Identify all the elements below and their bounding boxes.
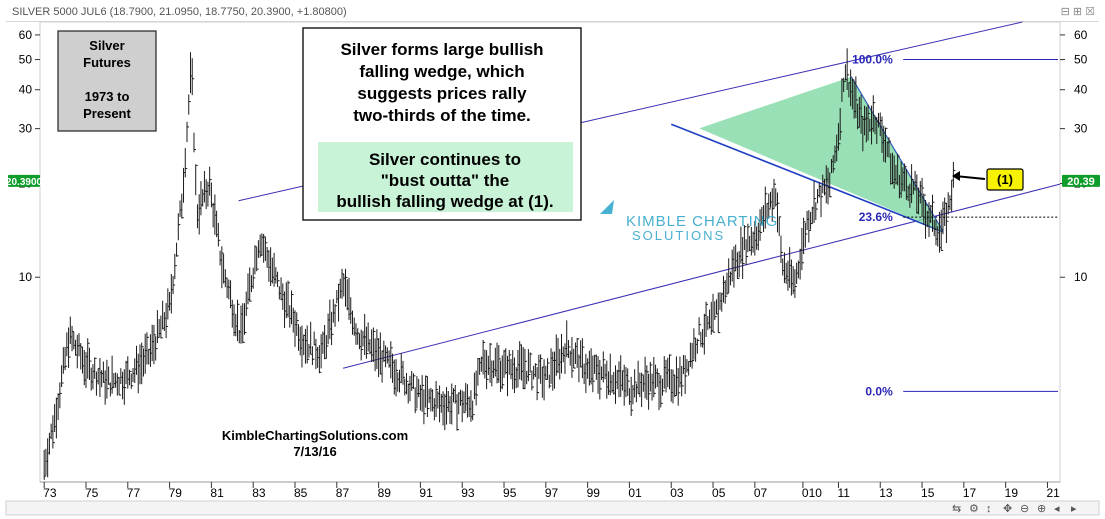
bottom-scrollbar[interactable] — [5, 500, 1100, 516]
x-tick-label: 85 — [294, 486, 308, 500]
last-price-left: 20.3900 — [6, 174, 43, 188]
x-tick-label: 95 — [503, 486, 517, 500]
y-tick-label-right: 30 — [1074, 122, 1088, 136]
callout-arrow-head — [952, 171, 960, 181]
toolbar-icon[interactable]: ✥ — [1003, 503, 1012, 515]
fib-label: 100.0% — [852, 53, 893, 67]
minimize-icon[interactable]: ⊟ — [1060, 6, 1070, 18]
last-price-left-text: 20.3900 — [6, 177, 43, 188]
y-tick-label-right: 60 — [1074, 28, 1088, 42]
y-tick-label-right: 50 — [1074, 53, 1088, 67]
x-tick-label: 19 — [1005, 486, 1019, 500]
bottom-toolbar[interactable]: ⇆ ⚙ ↕ ✥ ⊖ ⊕ ◂ ▸ — [952, 503, 1077, 515]
x-tick-label: 01 — [628, 486, 642, 500]
x-tick-label: 07 — [754, 486, 768, 500]
toolbar-icon[interactable]: ⊕ — [1037, 503, 1046, 515]
x-tick-label: 75 — [85, 486, 99, 500]
x-tick-label: 87 — [336, 486, 350, 500]
callout-label: (1) — [997, 172, 1013, 187]
toolbar-icon[interactable]: ▸ — [1071, 503, 1077, 515]
fib-label: 23.6% — [859, 210, 893, 224]
title-line-1: Silver — [89, 38, 124, 53]
y-tick-label-right: 40 — [1074, 83, 1088, 97]
x-tick-label: 99 — [587, 486, 601, 500]
window-controls[interactable]: ⊟ ⊞ ☒ — [1061, 5, 1095, 18]
trendline — [670, 123, 944, 233]
callout-1: (1) — [952, 168, 1024, 191]
green-note-line-1: Silver continues to — [369, 150, 521, 169]
y-tick-label-right: 10 — [1074, 270, 1088, 284]
y-tick-label-left: 40 — [19, 83, 33, 97]
title-line-4: 1973 to — [85, 89, 130, 104]
y-tick-label-left: 60 — [19, 28, 33, 42]
x-tick-label: 81 — [210, 486, 224, 500]
last-price-right-text: 20.39 — [1067, 176, 1095, 188]
note-line-2: falling wedge, which — [359, 62, 524, 81]
x-tick-label: 73 — [43, 486, 57, 500]
watermark-bottom: SOLUTIONS — [632, 228, 725, 243]
x-tick-label: 17 — [963, 486, 977, 500]
fib-label: 0.0% — [865, 384, 893, 398]
title-box: Silver Futures 1973 to Present — [57, 30, 157, 132]
note-line-4: two-thirds of the time. — [353, 106, 531, 125]
green-note-line-2: "bust outta" the — [381, 171, 510, 190]
ticker-label: SILVER 5000 JUL6 (18.7900, 21.0950, 18.7… — [12, 6, 347, 18]
y-tick-label-left: 50 — [19, 53, 33, 67]
x-tick-label: 79 — [169, 486, 183, 500]
y-tick-label-left: 30 — [19, 122, 33, 136]
x-tick-label: 97 — [545, 486, 559, 500]
x-tick-label: 15 — [921, 486, 935, 500]
credit-text: KimbleChartingSolutions.com — [222, 428, 408, 443]
date-text: 7/13/16 — [293, 444, 336, 459]
toolbar-icon[interactable]: ⇆ — [952, 503, 961, 515]
falling-wedge — [699, 76, 943, 232]
annotation-box: Silver forms large bullish falling wedge… — [302, 27, 582, 221]
toolbar-icon[interactable]: ⊖ — [1020, 503, 1029, 515]
toolbar-icon[interactable]: ◂ — [1054, 503, 1060, 515]
x-tick-label: 05 — [712, 486, 726, 500]
toolbar-icon[interactable]: ↕ — [986, 503, 992, 515]
maximize-icon[interactable]: ⊞ — [1072, 6, 1083, 18]
price-bars — [43, 48, 956, 480]
trendline — [342, 183, 1061, 369]
x-tick-label: 21 — [1046, 486, 1060, 500]
watermark-top: KIMBLE CHARTING — [626, 213, 778, 230]
x-tick-label: 11 — [837, 486, 850, 500]
title-line-5: Present — [83, 106, 131, 121]
x-tick-label: 89 — [378, 486, 392, 500]
note-line-3: suggests prices rally — [357, 84, 527, 103]
title-line-2: Futures — [83, 55, 131, 70]
close-icon[interactable]: ☒ — [1085, 6, 1095, 18]
x-tick-label: 13 — [879, 486, 893, 500]
x-tick-label: 83 — [252, 486, 266, 500]
watermark-logo: KIMBLE CHARTING SOLUTIONS — [600, 200, 778, 243]
last-price-right: 20.39 — [1062, 174, 1100, 188]
green-note-line-3: bullish falling wedge at (1). — [336, 192, 553, 211]
wedge-fill — [699, 76, 943, 232]
x-tick-label: 91 — [419, 486, 433, 500]
x-tick-label: 03 — [670, 486, 684, 500]
note-line-1: Silver forms large bullish — [340, 40, 543, 59]
x-tick-label: 010 — [802, 486, 822, 500]
toolbar-icon[interactable]: ⚙ — [969, 503, 979, 515]
fibonacci-levels: 100.0% 23.6% 0.0% — [852, 53, 1058, 398]
x-tick-label: 93 — [461, 486, 475, 500]
axes: 1010202030304040505060607375777981838587… — [19, 28, 1088, 500]
x-tick-label: 77 — [127, 486, 141, 500]
y-tick-label-left: 10 — [19, 270, 33, 284]
